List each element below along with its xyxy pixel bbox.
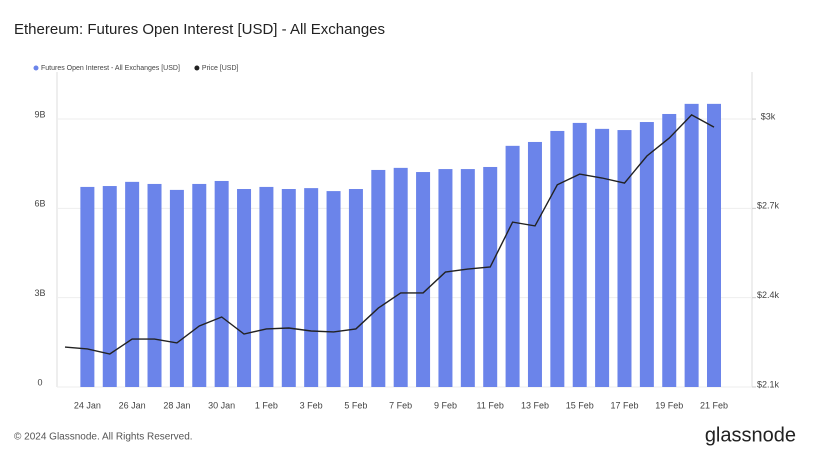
x-tick-label: 15 Feb	[566, 400, 594, 410]
x-tick-label: 13 Feb	[521, 400, 549, 410]
y-tick-label: 3B	[34, 288, 45, 298]
y-tick-label: 9B	[34, 109, 45, 119]
y2-tick-label: $2.4k	[757, 290, 780, 300]
bar	[326, 191, 341, 387]
x-tick-label: 1 Feb	[255, 400, 278, 410]
x-tick-label: 7 Feb	[389, 400, 412, 410]
bar	[102, 186, 117, 387]
bar	[371, 169, 386, 387]
bar	[438, 169, 453, 387]
price-line	[64, 114, 715, 355]
bar	[281, 189, 296, 387]
legend-marker	[33, 65, 39, 71]
x-tick-label: 26 Jan	[119, 400, 146, 410]
x-tick-label: 3 Feb	[300, 400, 323, 410]
bar	[662, 113, 677, 387]
y2-tick-label: $2.1k	[757, 379, 780, 389]
x-tick-label: 30 Jan	[208, 400, 235, 410]
copyright: © 2024 Glassnode. All Rights Reserved.	[14, 432, 193, 443]
bar	[639, 122, 654, 387]
bar	[304, 188, 319, 387]
bar	[80, 186, 95, 387]
bar	[527, 141, 542, 387]
bar	[460, 169, 475, 387]
legend-marker	[194, 65, 200, 71]
bar	[147, 183, 162, 387]
legend-label: Price [USD]	[202, 65, 239, 72]
y2-tick-label: $3k	[761, 111, 776, 121]
x-tick-label: 28 Jan	[163, 400, 190, 410]
x-tick-label: 21 Feb	[700, 400, 728, 410]
brand-logo: glassnode	[705, 424, 796, 446]
y-tick-label: 0	[37, 377, 42, 387]
bar	[595, 128, 610, 387]
x-tick-label: 9 Feb	[434, 400, 457, 410]
chart-title: Ethereum: Futures Open Interest [USD] - …	[14, 21, 385, 38]
bar	[192, 183, 207, 387]
bar	[416, 172, 431, 387]
bar	[169, 189, 184, 387]
x-tick-label: 17 Feb	[610, 400, 638, 410]
bar	[483, 166, 498, 387]
bar	[617, 130, 632, 387]
bar	[393, 167, 408, 387]
bar	[237, 189, 252, 387]
bar	[707, 103, 721, 388]
bar	[348, 189, 363, 387]
bar	[125, 181, 140, 387]
bar	[684, 103, 699, 388]
x-tick-label: 11 Feb	[477, 400, 504, 410]
bar	[259, 186, 274, 387]
y2-tick-label: $2.7k	[757, 201, 780, 211]
bar	[550, 130, 565, 387]
bar	[214, 180, 229, 387]
bar	[572, 122, 587, 387]
bar	[505, 145, 520, 387]
x-tick-label: 24 Jan	[74, 400, 101, 410]
y-tick-label: 6B	[34, 199, 45, 209]
x-tick-label: 5 Feb	[344, 400, 367, 410]
legend-label: Futures Open Interest - All Exchanges [U…	[41, 65, 180, 72]
x-tick-label: 19 Feb	[655, 400, 683, 410]
